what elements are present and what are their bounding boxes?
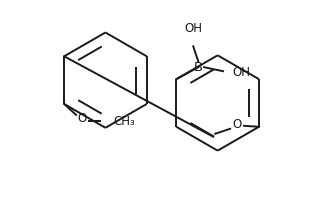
Text: B: B [194,61,203,74]
Text: O: O [232,118,242,131]
Text: OH: OH [184,22,202,35]
Text: O: O [77,112,87,125]
Text: CH₃: CH₃ [114,115,136,128]
Text: OH: OH [232,66,250,79]
